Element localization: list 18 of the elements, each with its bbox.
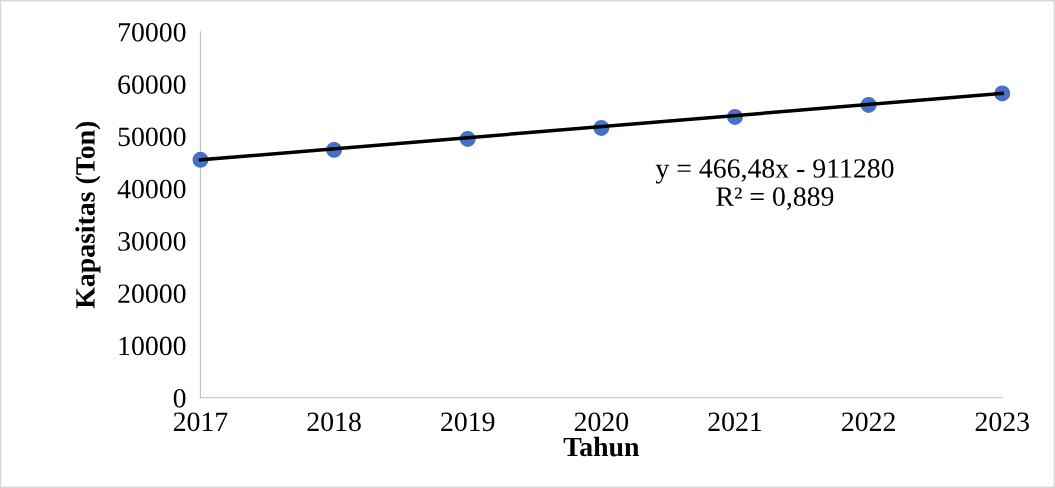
- x-tick-label: 2019: [441, 412, 495, 432]
- y-tick-label: 40000: [117, 179, 186, 199]
- x-tick-label: 2021: [708, 412, 762, 432]
- y-tick-label: 0: [173, 388, 186, 408]
- y-tick-label: 50000: [118, 127, 186, 147]
- x-tick-label: 2023: [975, 412, 1029, 432]
- y-tick-label: 60000: [118, 75, 186, 94]
- x-tick-label: 2017: [173, 412, 228, 432]
- y-tick-label: 20000: [118, 284, 186, 304]
- x-tick-label: 2022: [842, 412, 895, 432]
- y-axis-title: Kapasitas (Ton): [75, 121, 101, 309]
- x-axis-title: Tahun: [563, 436, 640, 457]
- y-tick-label: 30000: [118, 232, 186, 251]
- x-tick-label: 2018: [307, 412, 361, 432]
- annotation: y = 466,48x - 911280 R² = 0,889: [655, 159, 894, 210]
- x-tick-label: 2020: [574, 412, 629, 432]
- y-tick-label: 10000: [119, 336, 186, 356]
- y-tick-label: 70000: [118, 22, 186, 42]
